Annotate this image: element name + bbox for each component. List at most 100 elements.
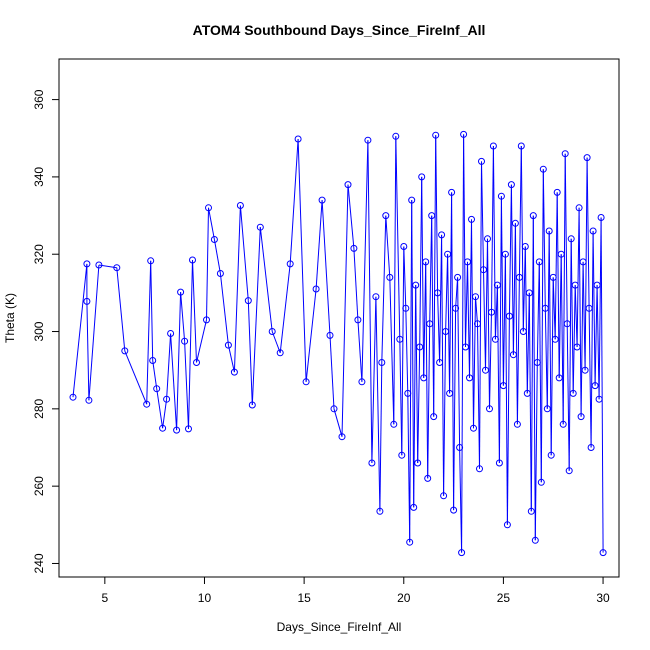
data-point: [497, 192, 505, 200]
series-segment: [510, 184, 514, 355]
chart-title: ATOM4 Southbound Days_Since_FireInf_All: [193, 22, 486, 38]
data-point: [456, 444, 464, 451]
series-segment: [421, 176, 425, 378]
y-tick-label: 280: [32, 399, 46, 419]
series-segment: [556, 192, 560, 378]
data-point: [446, 389, 454, 397]
series-segment: [447, 254, 451, 394]
series-segment: [367, 140, 373, 464]
series-segment: [247, 300, 253, 406]
series-segment: [437, 292, 441, 363]
series-segment: [401, 246, 405, 456]
data-point: [509, 351, 517, 359]
series-segment: [540, 169, 544, 483]
data-point: [486, 405, 493, 413]
data-point: [83, 297, 91, 305]
data-point: [205, 204, 212, 212]
data-point: [416, 343, 424, 351]
data-point: [561, 150, 569, 158]
series-segment: [590, 230, 594, 448]
data-point: [330, 405, 338, 413]
series-segment: [329, 335, 335, 409]
data-point: [422, 258, 430, 266]
data-point: [244, 297, 252, 305]
data-point: [376, 507, 384, 515]
series-segment: [431, 215, 435, 417]
series-segment: [433, 135, 437, 417]
data-point: [181, 337, 189, 345]
data-point: [318, 196, 326, 204]
series-segment: [467, 261, 470, 378]
series-segment: [146, 260, 152, 405]
series-segment: [341, 184, 349, 437]
data-point: [69, 393, 77, 401]
series-segment: [289, 138, 299, 264]
data-point: [338, 433, 346, 441]
data-point: [567, 235, 575, 243]
data-point: [268, 328, 276, 335]
x-tick-label: 10: [198, 591, 212, 605]
series-segment: [427, 323, 431, 479]
data-point: [503, 521, 511, 529]
series-segment: [375, 296, 381, 512]
data-point: [302, 378, 310, 386]
data-point: [482, 366, 489, 374]
series-segment: [572, 285, 576, 394]
series-segment: [86, 301, 90, 401]
series-segment: [381, 215, 387, 363]
data-point: [591, 382, 599, 390]
data-point: [583, 154, 591, 162]
series-segment: [586, 157, 590, 309]
data-point: [521, 243, 529, 250]
data-point: [581, 366, 589, 374]
data-point: [428, 212, 436, 220]
series-segment: [471, 219, 474, 429]
data-point: [462, 343, 469, 351]
series-segment: [481, 161, 484, 270]
data-point: [326, 331, 334, 339]
data-point: [597, 214, 605, 221]
x-tick-label: 15: [297, 591, 311, 605]
x-tick-label: 30: [596, 591, 610, 605]
series-segment: [279, 263, 291, 353]
data-point: [189, 256, 196, 264]
x-axis: 5 10 15 20 25 30: [101, 576, 610, 605]
series-segment: [457, 277, 461, 448]
series-segment: [485, 238, 488, 371]
series-segment: [487, 238, 490, 409]
series-segment: [594, 285, 598, 386]
data-point: [350, 244, 358, 252]
series-segment: [315, 200, 323, 290]
series-segment: [124, 350, 148, 405]
series-segment: [451, 192, 455, 511]
y-axis: 240 260 280 300 320 340 360: [32, 89, 60, 573]
data-point: [398, 451, 406, 459]
data-point: [491, 335, 499, 343]
x-tick-label: 25: [497, 591, 511, 605]
series-segment: [361, 140, 369, 382]
data-point: [402, 304, 410, 312]
data-point: [286, 260, 294, 268]
series-segment: [582, 261, 586, 371]
data-point: [440, 492, 448, 500]
data-point: [450, 506, 458, 514]
series-segment: [496, 285, 500, 464]
series-segment: [554, 192, 558, 340]
series-segment: [271, 331, 281, 353]
series-segment: [166, 333, 172, 400]
series-segment: [530, 215, 534, 512]
series-segment: [423, 261, 427, 378]
data-point: [472, 293, 479, 301]
data-point: [543, 405, 551, 413]
series-segment: [357, 319, 363, 382]
series-segment: [389, 277, 395, 425]
data-point: [529, 212, 537, 220]
series-segment: [259, 227, 273, 332]
data-point: [525, 289, 533, 297]
data-point: [382, 212, 390, 220]
series-segment: [150, 260, 154, 361]
series-segment: [405, 308, 409, 394]
data-point: [167, 330, 175, 337]
data-point: [312, 285, 320, 293]
